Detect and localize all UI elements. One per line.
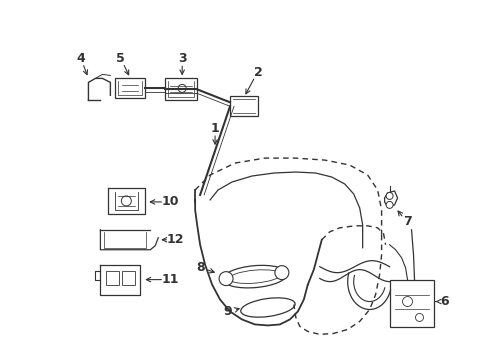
Circle shape [402,297,412,306]
Text: 10: 10 [161,195,179,208]
FancyBboxPatch shape [115,78,145,98]
Circle shape [386,193,392,199]
Ellipse shape [222,265,286,288]
FancyBboxPatch shape [106,271,119,285]
Circle shape [219,272,233,285]
Circle shape [274,266,288,280]
Text: 6: 6 [439,295,448,308]
Polygon shape [384,191,397,207]
Text: 11: 11 [161,273,179,286]
Circle shape [386,201,392,208]
Text: 5: 5 [116,52,124,65]
Ellipse shape [229,270,280,283]
Circle shape [121,196,131,206]
Text: 2: 2 [253,66,262,79]
Text: 3: 3 [178,52,186,65]
Text: 12: 12 [166,233,183,246]
FancyBboxPatch shape [165,78,197,100]
Text: 7: 7 [402,215,411,228]
Circle shape [415,314,423,321]
FancyBboxPatch shape [122,271,135,285]
Text: 8: 8 [195,261,204,274]
Ellipse shape [240,298,295,317]
Circle shape [178,84,186,92]
Text: 1: 1 [210,122,219,135]
FancyBboxPatch shape [229,96,258,116]
Text: 4: 4 [76,52,85,65]
Text: 9: 9 [224,305,232,318]
FancyBboxPatch shape [389,280,433,328]
